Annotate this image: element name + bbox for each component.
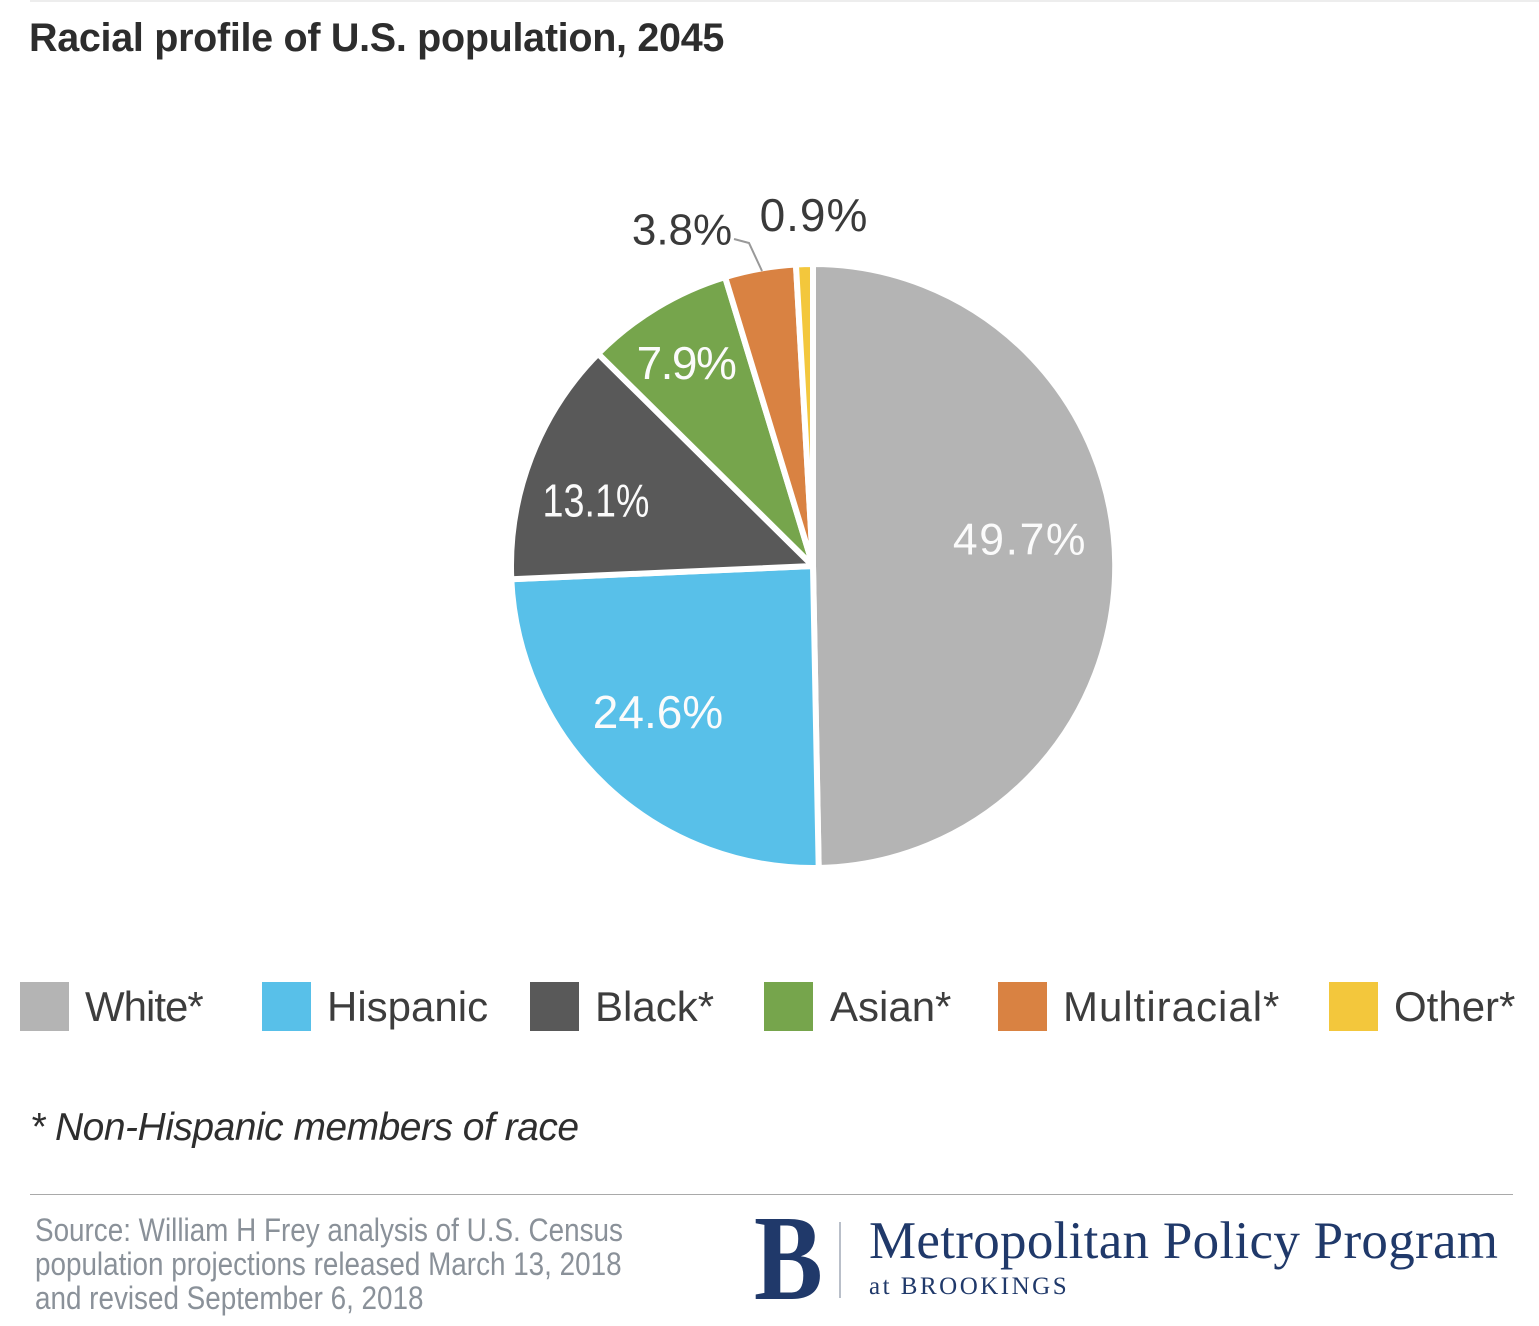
svg-text:49.7%: 49.7%: [953, 516, 1087, 565]
svg-text:13.1%: 13.1%: [543, 475, 650, 526]
svg-text:0.9%: 0.9%: [760, 189, 869, 241]
svg-text:7.9%: 7.9%: [637, 337, 736, 389]
svg-text:24.6%: 24.6%: [593, 686, 723, 738]
svg-text:3.8%: 3.8%: [632, 205, 732, 254]
